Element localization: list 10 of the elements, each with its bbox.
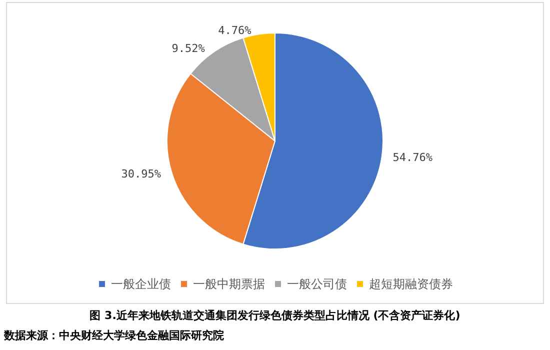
legend-label: 超短期融资债券 — [369, 277, 453, 291]
data-label: 54.76% — [392, 151, 433, 164]
data-label: 30.95% — [121, 167, 162, 180]
source-note: 数据来源：中央财经大学绿色金融国际研究院 — [4, 328, 224, 343]
data-label: 4.76% — [218, 24, 252, 37]
text: 图 3.近年来地铁轨道交通集团发行绿色债券类型占比情况 (不含资产证券化) — [88, 308, 462, 323]
legend-label: 一般公司债 — [287, 277, 347, 291]
legend-label: 一般企业债 — [111, 277, 171, 291]
legend-label: 一般中期票据 — [193, 277, 265, 291]
data-label: 9.52% — [172, 42, 206, 55]
